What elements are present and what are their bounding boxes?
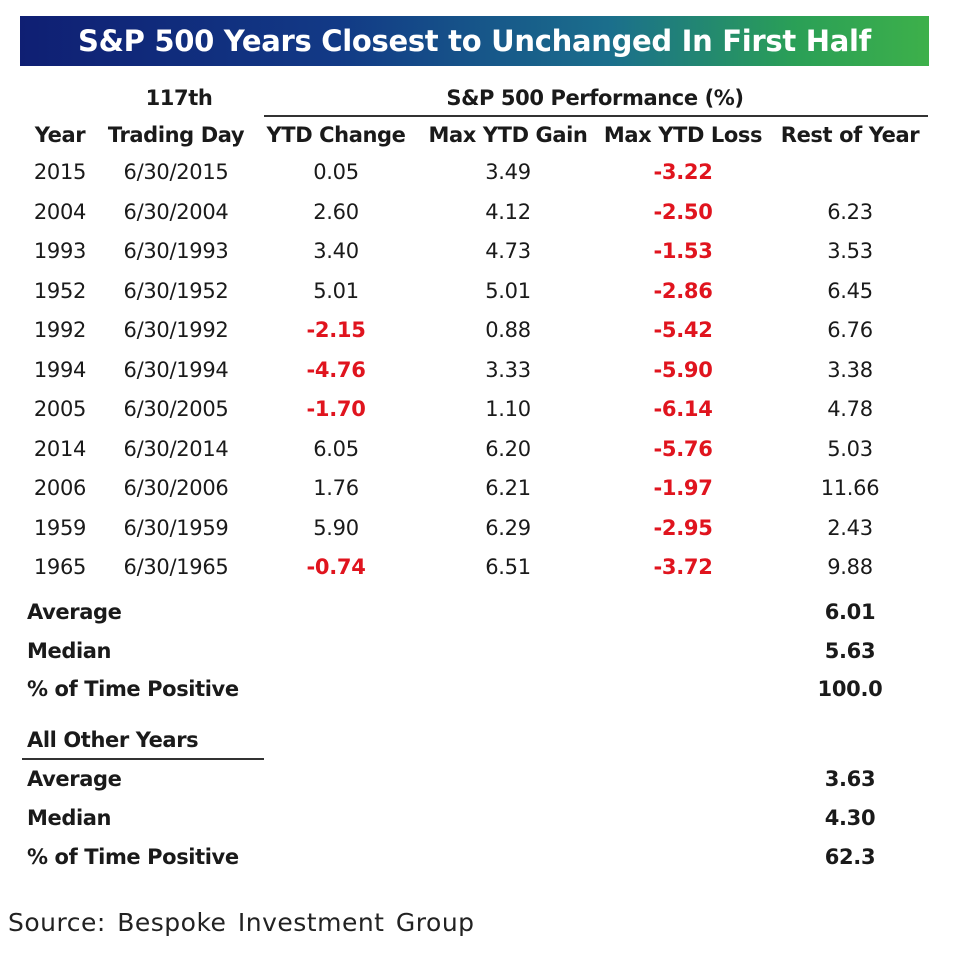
table-cell: 6/30/1994 <box>123 357 229 382</box>
table-cell: 3.40 <box>313 239 359 263</box>
table-cell: 0.88 <box>485 318 531 342</box>
table-cell: -1.70 <box>306 397 366 421</box>
chart-title: S&P 500 Years Closest to Unchanged In Fi… <box>20 16 929 66</box>
table-cell: 2.43 <box>827 515 873 540</box>
table-cell: 5.01 <box>485 278 531 303</box>
table-cell: 6/30/1952 <box>123 278 229 303</box>
header-group-underline <box>264 115 928 117</box>
table-cell: 3.53 <box>827 239 873 263</box>
table-cell: -6.14 <box>653 397 713 421</box>
other-years-value: 4.30 <box>824 806 876 830</box>
table-cell: 4.73 <box>485 239 531 263</box>
table-cell: 2006 <box>33 476 87 500</box>
table-cell: 1952 <box>33 278 87 303</box>
table-cell: 6/30/2014 <box>123 436 229 461</box>
table-cell: 6.23 <box>827 199 873 224</box>
table-cell: 6.29 <box>485 515 531 540</box>
table-cell: 6/30/2006 <box>123 476 229 500</box>
header-group-performance: S&P 500 Performance (%) <box>446 86 744 110</box>
summary-value: 6.01 <box>824 600 876 624</box>
column-header: Max YTD Gain <box>428 123 588 147</box>
table-cell: 6.45 <box>827 278 873 303</box>
table-cell: -5.90 <box>653 357 713 382</box>
table-cell: -4.76 <box>306 357 366 382</box>
other-years-title: All Other Years <box>27 728 199 752</box>
other-years-value: 62.3 <box>824 845 876 869</box>
table-cell: 6/30/1965 <box>123 555 229 579</box>
table-cell: 6.05 <box>313 436 359 461</box>
table-cell: 6.76 <box>827 318 873 342</box>
table-cell: 6/30/2015 <box>123 160 229 184</box>
table-cell: 3.33 <box>485 357 531 382</box>
other-years-label: Average <box>27 767 122 791</box>
table-cell: -3.72 <box>653 555 713 579</box>
table-cell: 6.51 <box>485 555 531 579</box>
summary-value: 5.63 <box>824 639 876 663</box>
summary-label: Average <box>27 600 122 624</box>
table-cell: 5.01 <box>313 278 359 303</box>
source-note: Source: Bespoke Investment Group <box>8 908 475 937</box>
other-years-value: 3.63 <box>824 767 876 791</box>
table-cell: -2.50 <box>653 199 713 224</box>
table-cell: 3.49 <box>485 160 531 184</box>
table-cell: 2014 <box>33 436 87 461</box>
other-years-label: Median <box>27 806 112 830</box>
table-cell: 11.66 <box>820 476 880 500</box>
table-cell: -0.74 <box>306 555 366 579</box>
table-cell: -1.97 <box>653 476 713 500</box>
table-cell: 6.20 <box>485 436 531 461</box>
table-cell: -5.76 <box>653 436 713 461</box>
table-cell: 1.76 <box>313 476 359 500</box>
summary-label: % of Time Positive <box>27 677 239 701</box>
table-cell: 4.78 <box>827 397 873 421</box>
table-cell: 9.88 <box>827 555 873 579</box>
table-cell: 1.10 <box>485 397 531 421</box>
table-cell: 6/30/1992 <box>123 318 229 342</box>
other-years-underline <box>22 758 264 760</box>
table-cell: 0.05 <box>313 160 359 184</box>
table-cell: 6/30/2004 <box>123 199 229 224</box>
column-header: Trading Day <box>107 123 245 147</box>
table-cell: 2005 <box>33 397 87 421</box>
column-header: Rest of Year <box>780 123 920 147</box>
table-cell: 1965 <box>33 555 87 579</box>
table-cell: 2.60 <box>313 199 359 224</box>
table-cell: -5.42 <box>653 318 713 342</box>
table-cell: 6.21 <box>485 476 531 500</box>
table-cell: 5.90 <box>313 515 359 540</box>
other-years-label: % of Time Positive <box>27 845 239 869</box>
summary-label: Median <box>27 639 112 663</box>
column-header: YTD Change <box>266 123 406 147</box>
table-cell: 5.03 <box>827 436 873 461</box>
table-cell: -3.22 <box>653 160 713 184</box>
table-cell: -2.95 <box>653 515 713 540</box>
table-cell: 1959 <box>33 515 87 540</box>
table-cell: 2015 <box>33 160 87 184</box>
table-cell: 1993 <box>33 239 87 263</box>
table-cell: 1994 <box>33 357 87 382</box>
table-cell: 4.12 <box>485 199 531 224</box>
table-cell: 3.38 <box>827 357 873 382</box>
table-cell: 1992 <box>33 318 87 342</box>
column-header: Year <box>34 123 86 147</box>
table-cell: -2.15 <box>306 318 366 342</box>
table-cell: 6/30/2005 <box>123 397 229 421</box>
table-cell: 2004 <box>33 199 87 224</box>
column-header: Max YTD Loss <box>603 123 763 147</box>
table-cell: 6/30/1959 <box>123 515 229 540</box>
table-cell: 6/30/1993 <box>123 239 229 263</box>
header-group-trading: 117th <box>145 86 213 110</box>
table-cell: -2.86 <box>653 278 713 303</box>
table-cell: -1.53 <box>653 239 713 263</box>
summary-value: 100.0 <box>817 677 883 701</box>
